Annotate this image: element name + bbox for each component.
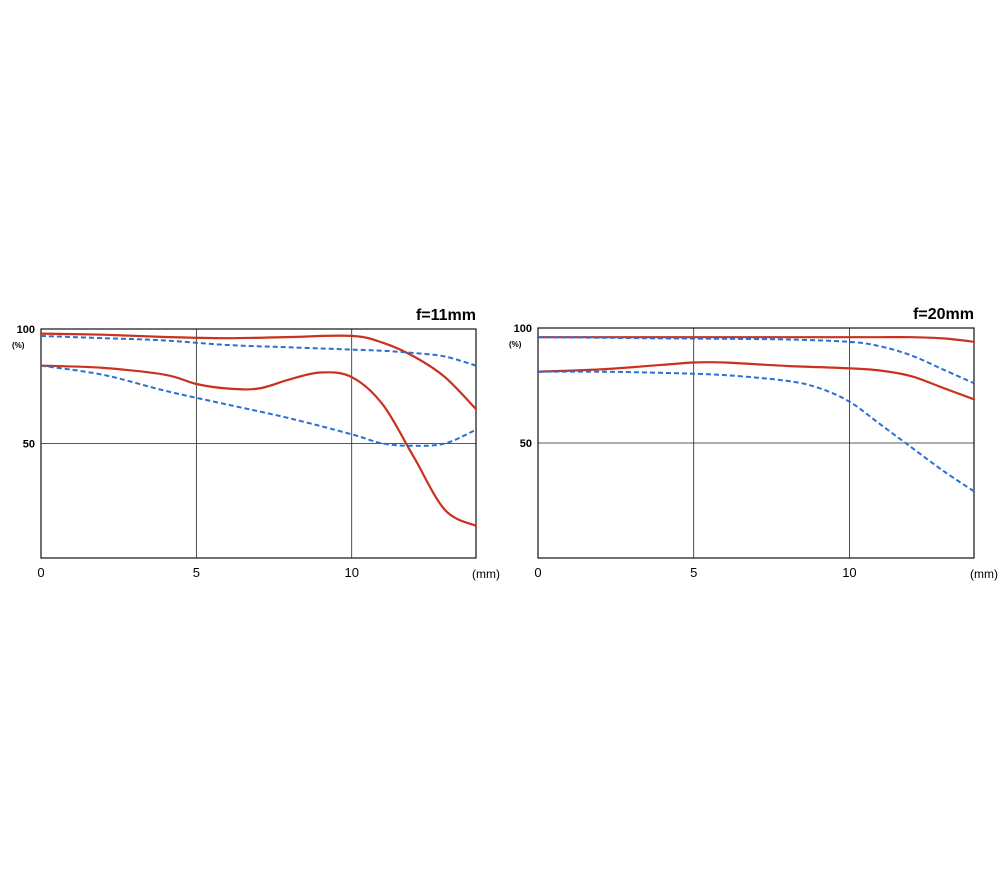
mtf-chart-1: f=11mm 100 50 (%) 0 5 10 (mm) [12,307,500,581]
series-line-4 [40,364,477,447]
x-unit-label: (mm) [472,567,500,581]
chart-title: f=20mm [913,306,974,323]
y-unit-label: (%) [12,341,25,350]
y-tick-label: 50 [23,439,35,451]
x-tick-label: 5 [690,565,697,580]
plot-frame [537,327,975,559]
x-tick-label: 0 [534,565,541,580]
y-tick-label: 100 [514,323,532,335]
x-tick-label: 5 [193,565,200,580]
series-line-1 [39,332,478,411]
x-unit-label: (mm) [970,567,998,581]
x-tick-label: 10 [344,565,358,580]
series-line-1 [536,336,976,343]
chart-title: f=11mm [416,307,476,324]
y-unit-label: (%) [509,340,522,349]
x-tick-label: 0 [37,565,44,580]
x-tick-label: 10 [842,565,856,580]
y-tick-label: 50 [520,438,532,450]
series-line-3 [39,364,478,527]
series-line-4 [537,370,975,493]
series-line-2 [40,334,477,367]
plot-frame [40,328,477,559]
series-line-3 [536,361,976,401]
series-line-2 [537,336,975,385]
y-tick-label: 100 [17,324,35,336]
mtf-chart-2: f=20mm 100 50 (%) 0 5 10 (mm) [509,306,998,581]
